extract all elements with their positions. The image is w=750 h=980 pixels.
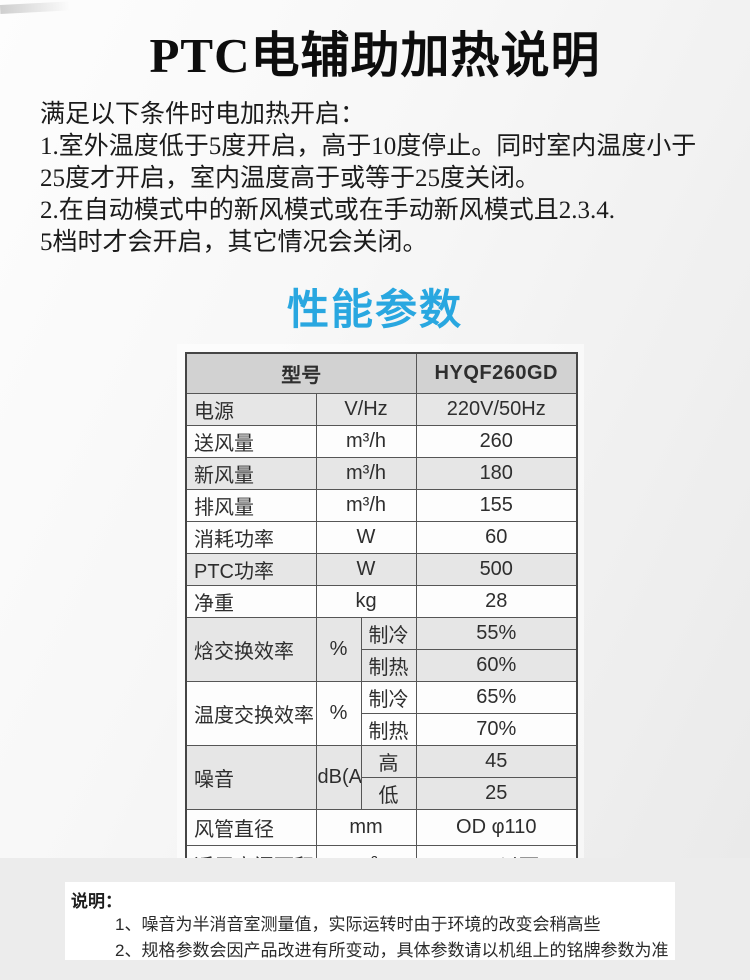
row-label: 消耗功率: [185, 521, 317, 554]
notes-strip: 说明： 1、噪音为半消音室测量值，实际运转时由于环境的改变会稍高些 2、规格参数…: [0, 858, 750, 980]
note-item: 2、规格参数会因产品改进有所变动，具体参数请以机组上的铭牌参数为准: [115, 941, 669, 960]
note-item: 1、噪音为半消音室测量值，实际运转时由于环境的改变会稍高些: [115, 915, 601, 934]
corner-smudge-decoration: [0, 1, 71, 14]
table-row-duct-diameter: 风管直径 mm OD φ110: [185, 809, 578, 846]
sub-label-heating: 制热: [360, 649, 417, 682]
row-label: 新风量: [185, 457, 317, 490]
sub-label-high: 高: [360, 745, 417, 778]
sub-value: 25: [415, 777, 578, 810]
row-label: 风管直径: [185, 809, 317, 846]
row-unit: V/Hz: [315, 393, 417, 426]
model-value: HYQF260GD: [415, 352, 578, 394]
table-row-net-weight: 净重 kg 28: [185, 585, 578, 618]
row-unit: m³/h: [315, 425, 417, 458]
table-row-power-supply: 电源 V/Hz 220V/50Hz: [185, 393, 578, 426]
page-title: PTC电辅助加热说明: [149, 28, 601, 83]
row-unit: m³/h: [315, 489, 417, 522]
intro-line: 25度才开启，室内温度高于或等于25度关闭。: [40, 165, 541, 192]
row-unit: m³/h: [315, 457, 417, 490]
intro-line: 5档时才会开启，其它情况会关闭。: [40, 229, 428, 256]
intro-line: 1.室外温度低于5度开启，高于10度停止。同时室内温度小于: [40, 133, 697, 160]
sub-value: 70%: [415, 713, 578, 746]
spec-table: 型号 HYQF260GD 电源 V/Hz 220V/50Hz 送风量 m³/h …: [185, 352, 578, 885]
row-value: 500: [415, 553, 578, 586]
table-row-fresh-air: 新风量 m³/h 180: [185, 457, 578, 490]
table-row-model: 型号 HYQF260GD: [185, 352, 578, 394]
table-row-noise: 噪音 dB(A) 高 45: [185, 745, 578, 810]
table-row-ptc-power: PTC功率 W 500: [185, 553, 578, 586]
row-value: OD φ110: [415, 809, 578, 846]
row-label: 噪音: [185, 745, 317, 810]
sub-label-cooling: 制冷: [360, 617, 417, 650]
row-unit: %: [315, 617, 362, 682]
sub-value: 60%: [415, 649, 578, 682]
table-row-exhaust-air: 排风量 m³/h 155: [185, 489, 578, 522]
notes-box: 说明： 1、噪音为半消音室测量值，实际运转时由于环境的改变会稍高些 2、规格参数…: [65, 882, 675, 960]
sub-label-cooling: 制冷: [360, 681, 417, 714]
model-label: 型号: [185, 352, 417, 394]
row-label: 电源: [185, 393, 317, 426]
sub-value: 45: [415, 745, 578, 778]
row-value: 220V/50Hz: [415, 393, 578, 426]
table-row-supply-air: 送风量 m³/h 260: [185, 425, 578, 458]
row-label: 送风量: [185, 425, 317, 458]
table-row-noise-low: 低 25: [186, 777, 578, 810]
row-unit: dB(A): [315, 745, 362, 810]
row-label: 焓交换效率: [185, 617, 317, 682]
row-unit: mm: [315, 809, 417, 846]
sub-label-low: 低: [360, 777, 417, 810]
row-label: PTC功率: [185, 553, 317, 586]
row-value: 260: [415, 425, 578, 458]
section-heading-performance-parameters: 性能参数: [286, 286, 463, 333]
table-row-enthalpy-efficiency-heating: 制热 60%: [186, 649, 578, 682]
table-row-power-consumption: 消耗功率 W 60: [185, 521, 578, 554]
row-value: 28: [415, 585, 578, 618]
row-unit: W: [315, 521, 417, 554]
intro-paragraph: 满足以下条件时电加热开启： 1.室外温度低于5度开启，高于10度停止。同时室内温…: [40, 99, 730, 259]
sub-value: 55%: [415, 617, 578, 650]
table-row-temperature-efficiency-heating: 制热 70%: [186, 713, 578, 746]
row-label: 温度交换效率: [185, 681, 317, 746]
row-label: 净重: [185, 585, 317, 618]
sub-value: 65%: [415, 681, 578, 714]
row-value: 180: [415, 457, 578, 490]
table-row-enthalpy-efficiency: 焓交换效率 % 制冷 55%: [185, 617, 578, 682]
row-unit: W: [315, 553, 417, 586]
row-unit: %: [315, 681, 362, 746]
row-value: 155: [415, 489, 578, 522]
row-value: 60: [415, 521, 578, 554]
row-unit: kg: [315, 585, 417, 618]
row-label: 排风量: [185, 489, 317, 522]
notes-heading: 说明：: [71, 892, 122, 911]
sub-label-heating: 制热: [360, 713, 417, 746]
intro-line: 2.在自动模式中的新风模式或在手动新风模式且2.3.4.: [40, 197, 616, 224]
table-row-temperature-efficiency: 温度交换效率 % 制冷 65%: [185, 681, 578, 746]
intro-line: 满足以下条件时电加热开启：: [40, 101, 366, 128]
